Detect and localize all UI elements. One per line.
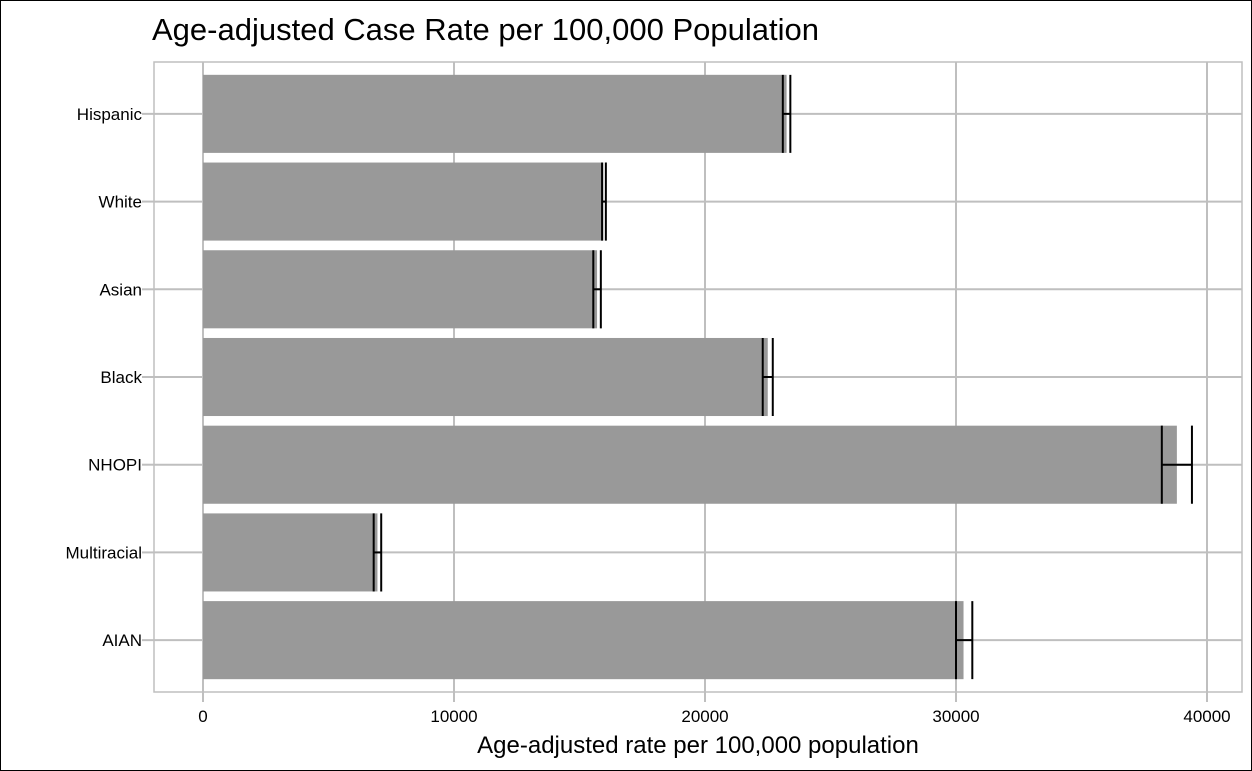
y-tick-label: White: [99, 193, 142, 212]
bar: [203, 601, 964, 680]
y-tick-label: AIAN: [102, 631, 142, 650]
chart-title: Age-adjusted Case Rate per 100,000 Popul…: [152, 12, 819, 47]
bar: [203, 513, 378, 592]
x-tick-label: 10000: [430, 707, 477, 726]
bar: [203, 74, 787, 153]
bar: [203, 162, 604, 241]
bar: [203, 250, 598, 329]
bar: [203, 337, 768, 417]
y-tick-label: NHOPI: [88, 456, 142, 475]
x-tick-label: 0: [198, 707, 207, 726]
bar: [203, 425, 1177, 504]
y-tick-label: Hispanic: [77, 105, 143, 124]
x-tick-label: 30000: [932, 707, 979, 726]
y-tick-label: Black: [100, 368, 142, 387]
x-tick-label: 20000: [681, 707, 728, 726]
y-tick-label: Multiracial: [65, 543, 142, 562]
x-tick-label: 40000: [1183, 707, 1230, 726]
x-axis-title: Age-adjusted rate per 100,000 population: [477, 732, 919, 759]
y-tick-label: Asian: [99, 280, 142, 299]
